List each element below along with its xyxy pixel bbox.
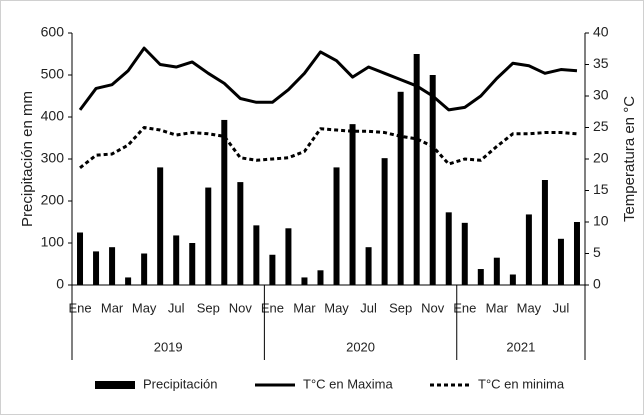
y-tick-label: 300: [41, 150, 65, 166]
bar: [557, 238, 564, 285]
x-tick-label: Ene: [453, 300, 476, 315]
line: [79, 126, 578, 169]
x-tick-label: Mar: [486, 300, 509, 315]
x-tick-label: Mar: [101, 300, 124, 315]
bar: [333, 167, 340, 285]
bar: [253, 225, 260, 285]
y2-tick-label: 10: [593, 213, 609, 229]
line: [78, 46, 578, 112]
x-group-label: 2020: [346, 339, 375, 354]
y-axis-label: Precipitación en mm: [19, 91, 36, 227]
x-tick-label: May: [517, 300, 542, 315]
bar: [109, 247, 116, 285]
y-tick-label: 600: [41, 24, 65, 40]
y2-tick-label: 40: [593, 24, 609, 40]
bar: [125, 277, 132, 285]
bar: [541, 180, 548, 285]
x-tick-label: Sep: [197, 300, 220, 315]
y2-tick-label: 35: [593, 55, 609, 71]
bar: [397, 91, 404, 285]
y2-tick-label: 5: [593, 244, 601, 260]
x-tick-label: May: [324, 300, 349, 315]
bar: [365, 247, 372, 285]
bar: [413, 54, 420, 285]
bar: [381, 158, 388, 285]
bar: [525, 214, 532, 285]
bar: [349, 124, 356, 285]
x-tick-label: Nov: [421, 300, 445, 315]
y-tick-label: 200: [41, 192, 65, 208]
x-group-label: 2021: [506, 339, 535, 354]
bar: [221, 119, 228, 285]
y-tick-label: 500: [41, 66, 65, 82]
y-tick-label: 400: [41, 108, 65, 124]
bar: [429, 75, 436, 285]
x-tick-label: Nov: [229, 300, 253, 315]
bar: [269, 254, 276, 285]
y2-tick-label: 30: [593, 87, 609, 103]
y2-tick-label: 25: [593, 118, 609, 134]
legend-label: Precipitación: [143, 376, 217, 391]
bar: [205, 187, 212, 285]
x-tick-label: Ene: [68, 300, 91, 315]
bar: [93, 251, 100, 285]
bar: [509, 274, 516, 285]
legend-label: T°C en minima: [478, 376, 565, 391]
bar: [301, 277, 308, 285]
x-tick-label: Jul: [360, 300, 377, 315]
bar: [237, 182, 244, 285]
bar: [141, 253, 148, 285]
bar: [317, 270, 324, 285]
bar: [493, 257, 500, 285]
x-tick-label: Jul: [168, 300, 185, 315]
bar: [77, 232, 84, 285]
bar: [461, 222, 468, 285]
x-tick-label: Ene: [261, 300, 284, 315]
bar: [573, 222, 580, 285]
bar: [445, 212, 452, 285]
bar: [477, 269, 484, 285]
x-tick-label: Mar: [293, 300, 316, 315]
y2-axis-label: Temperatura en °C: [621, 96, 638, 222]
x-tick-label: Jul: [553, 300, 570, 315]
x-tick-label: May: [132, 300, 157, 315]
y2-tick-label: 20: [593, 150, 609, 166]
y2-tick-label: 15: [593, 181, 609, 197]
bar: [285, 228, 292, 285]
y2-tick-label: 0: [593, 276, 601, 292]
bar: [173, 235, 180, 285]
x-tick-label: Sep: [389, 300, 412, 315]
y-tick-label: 0: [56, 276, 64, 292]
bar: [157, 167, 164, 285]
x-group-label: 2019: [154, 339, 183, 354]
legend-label: T°C en Maxima: [303, 376, 393, 391]
bar: [189, 243, 196, 285]
legend-swatch: [95, 381, 135, 389]
y-tick-label: 100: [41, 234, 65, 250]
